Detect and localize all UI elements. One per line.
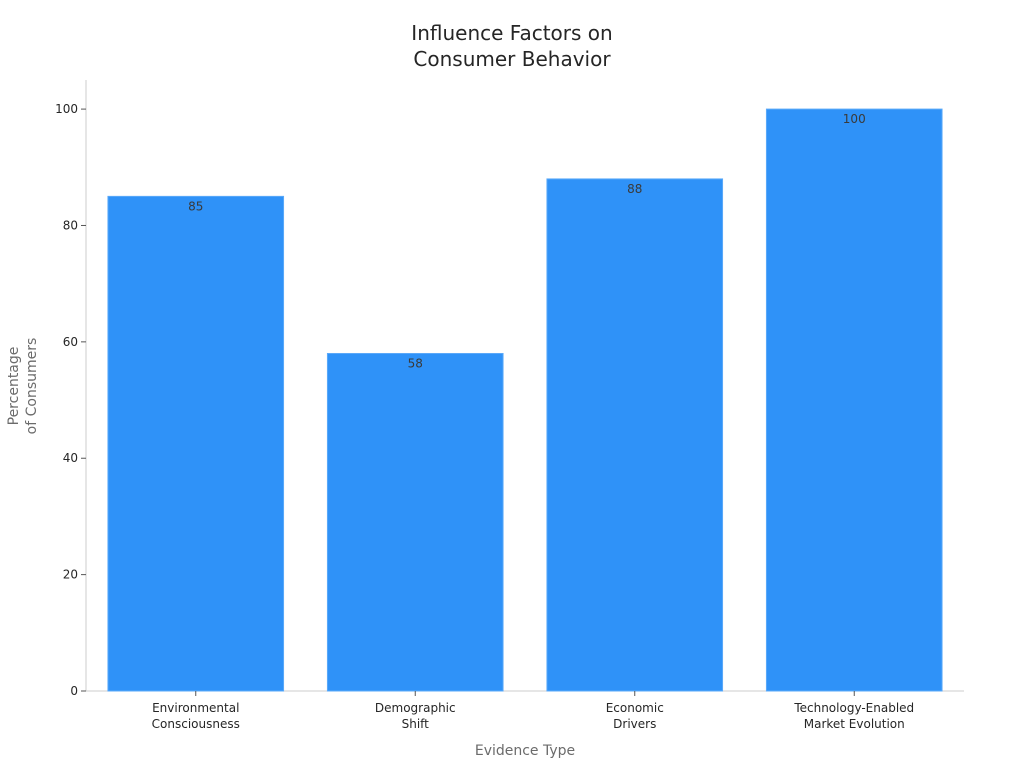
- x-tick-label: Consciousness: [152, 717, 240, 731]
- x-tick-label: Demographic: [375, 701, 456, 715]
- bar-value-label: 100: [843, 112, 866, 126]
- bar-value-label: 88: [627, 182, 642, 196]
- x-tick-label: Economic: [606, 701, 664, 715]
- x-tick-label: Environmental: [152, 701, 239, 715]
- y-tick-label: 100: [55, 102, 78, 116]
- bar: [326, 352, 504, 692]
- x-tick-label: Technology-Enabled: [793, 701, 914, 715]
- x-tick-label: Drivers: [613, 717, 656, 731]
- y-tick-label: 60: [63, 335, 78, 349]
- y-axis-label-line-2: of Consumers: [24, 338, 40, 435]
- bar-value-label: 58: [408, 356, 423, 370]
- chart-title-line-1: Influence Factors on: [411, 21, 612, 45]
- y-tick-label: 80: [63, 218, 78, 232]
- y-tick-label: 40: [63, 451, 78, 465]
- bar-value-label: 85: [188, 199, 203, 213]
- bar: [765, 108, 943, 692]
- chart-title-line-2: Consumer Behavior: [413, 47, 611, 71]
- x-tick-label: Market Evolution: [804, 717, 905, 731]
- x-tick-label: Shift: [402, 717, 430, 731]
- y-tick-label: 0: [70, 684, 78, 698]
- y-axis-label: Percentage of Consumers: [6, 338, 40, 435]
- plot-area: 0 20 40 60 80 100 85 Environmental Consciousness…: [55, 80, 964, 731]
- y-axis-label-line-1: Percentage: [6, 347, 22, 426]
- bar: [107, 195, 285, 692]
- bar: [546, 178, 724, 692]
- x-axis-label: Evidence Type: [475, 743, 575, 759]
- y-tick-label: 20: [63, 568, 78, 582]
